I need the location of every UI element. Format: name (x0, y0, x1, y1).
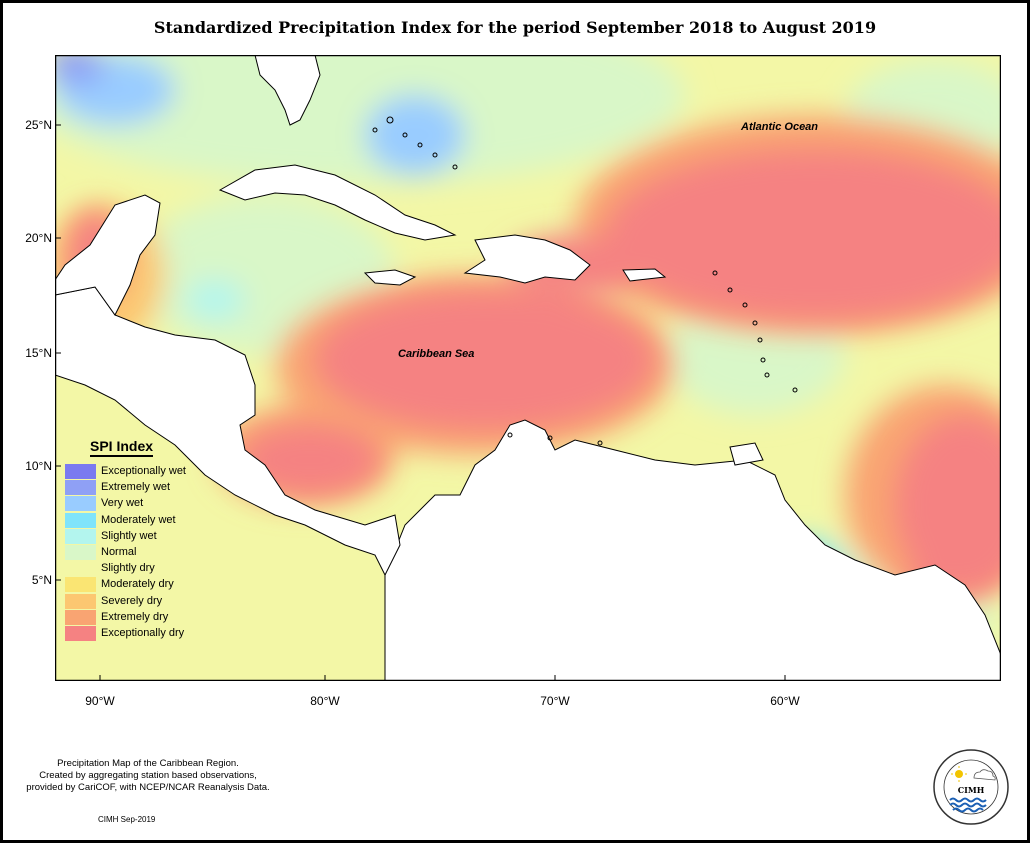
land-cuba (218, 164, 457, 241)
footer-line-2: Created by aggregating station based obs… (39, 770, 257, 781)
legend-label: Extremely wet (101, 481, 171, 494)
legend-label: Severely dry (101, 594, 163, 607)
legend-swatch (65, 626, 96, 641)
spi-zone-exdry-caribbean (315, 290, 655, 430)
legend-label: Exceptionally wet (101, 465, 186, 477)
land-trinidad (729, 442, 764, 466)
map-title: Standardized Precipitation Index for the… (153, 18, 877, 37)
legend-label: Moderately dry (101, 578, 174, 591)
lon-label-60w: 60°W (770, 694, 800, 708)
caribbean-sea-label: Caribbean Sea (398, 348, 474, 360)
legend-swatch (65, 480, 96, 496)
legend-label: Very wet (101, 497, 144, 510)
legend-swatch (65, 545, 96, 560)
legend-label: Exceptionally dry (101, 627, 185, 639)
legend-title: SPI Index (90, 438, 154, 457)
atlantic-ocean-label: Atlantic Ocean (740, 121, 818, 133)
legend-swatch (65, 496, 96, 512)
footer-note: Precipitation Map of the Caribbean Regio… (8, 758, 288, 794)
lon-label-80w: 80°W (310, 694, 340, 708)
lon-label-70w: 70°W (540, 694, 570, 708)
land-masses (55, 55, 1001, 681)
spi-zone-wet-bahamas (365, 95, 465, 175)
map-border (55, 55, 1001, 681)
legend-label: Slightly wet (101, 529, 157, 542)
land-hispaniola (463, 234, 591, 284)
sun-icon (951, 766, 967, 782)
land-florida (254, 55, 321, 126)
lat-label-5n: 5°N (31, 573, 52, 587)
lat-label-10n: 10°N (25, 459, 52, 473)
footer-line-3: provided by CariCOF, with NCEP/NCAR Rean… (26, 782, 270, 793)
small-islands (372, 116, 798, 446)
legend-swatch (65, 561, 96, 577)
lon-label-90w: 90°W (85, 694, 115, 708)
land-puerto-rico (622, 268, 667, 282)
spi-map: Atlantic Ocean Caribbean Sea (55, 55, 1001, 681)
legend-label: Moderately wet (101, 513, 176, 526)
legend-swatch (65, 577, 96, 593)
spi-zone-wet-gulf-core (55, 55, 105, 85)
land-central-america (55, 286, 401, 577)
spi-zone-exdry-panama (240, 425, 380, 495)
logo-text: CIMH (958, 785, 985, 795)
spi-zone-wet-honduras (185, 280, 245, 320)
land-south-america (384, 419, 1001, 681)
legend-swatch (65, 528, 96, 544)
legend-label: Extremely dry (101, 610, 169, 623)
land-yucatan (55, 194, 161, 316)
lat-label-15n: 15°N (25, 346, 52, 360)
cimh-logo: CIMH (933, 749, 1009, 825)
legend-swatch (65, 464, 96, 479)
legend-label: Slightly dry (101, 562, 155, 575)
footer-line-1: Precipitation Map of the Caribbean Regio… (57, 758, 239, 769)
legend-swatch (65, 593, 96, 609)
waves-icon (949, 797, 987, 813)
lat-label-20n: 20°N (25, 231, 52, 245)
cloud-icon (973, 769, 996, 781)
legend-swatch (65, 512, 96, 528)
lat-label-25n: 25°N (25, 118, 52, 132)
legend-swatch (65, 609, 96, 625)
spi-zone-exdry-southeast (895, 415, 1001, 595)
spi-zone-exdry-atlantic (605, 150, 1001, 320)
footer-credit: CIMH Sep-2019 (98, 815, 156, 824)
land-jamaica (363, 269, 417, 286)
legend-label: Normal (101, 546, 137, 558)
